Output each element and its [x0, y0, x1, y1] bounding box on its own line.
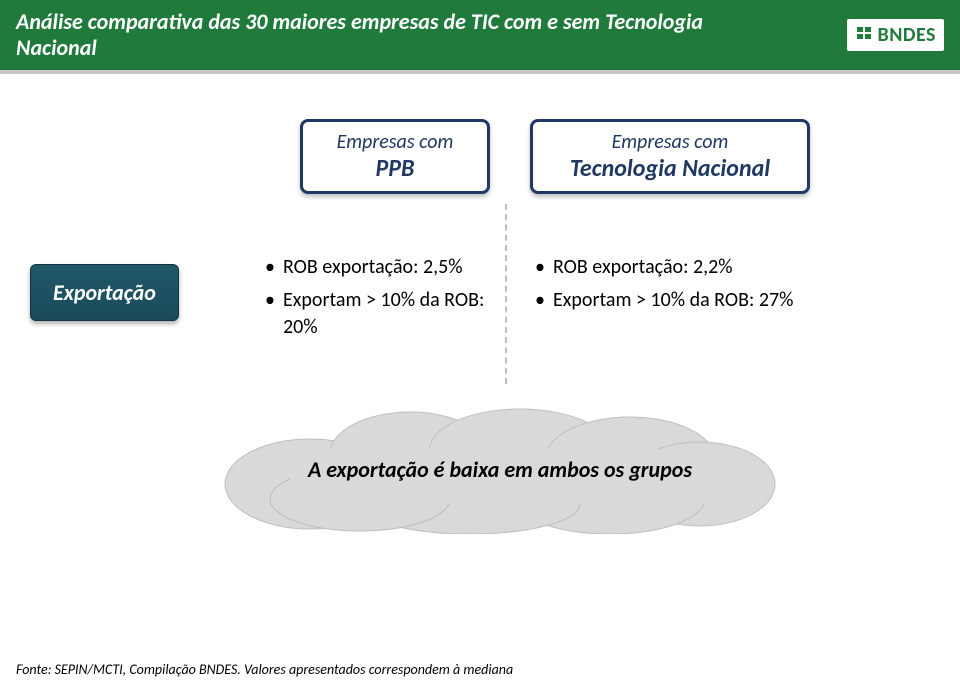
col-right-line2: Tecnologia Nacional [551, 154, 789, 183]
footnote: Fonte: SEPIN/MCTI, Compilação BNDES. Val… [16, 661, 513, 678]
col-left-line1: Empresas com [321, 130, 469, 154]
cloud-text: A exportação é baixa em ambos os grupos [220, 404, 780, 534]
bullets-left: ROB exportação: 2,5% Exportam > 10% da R… [265, 254, 495, 347]
col-right-line1: Empresas com [551, 130, 789, 154]
list-item: ROB exportação: 2,2% [535, 254, 805, 281]
logo-text: BNDES [877, 23, 936, 47]
column-divider [505, 204, 507, 384]
list-item: Exportam > 10% da ROB: 20% [265, 287, 495, 341]
callout-cloud: A exportação é baixa em ambos os grupos [220, 404, 780, 534]
slide-content: Empresas com PPB Empresas com Tecnologia… [0, 74, 960, 644]
col-left-line2: PPB [321, 154, 469, 183]
logo-mark-icon [855, 24, 873, 47]
bndes-logo: BNDES [847, 19, 944, 51]
column-header-tecnologia-nacional: Empresas com Tecnologia Nacional [530, 119, 810, 194]
list-item: ROB exportação: 2,5% [265, 254, 495, 281]
header-bar: Análise comparativa das 30 maiores empre… [0, 0, 960, 70]
bullets-right: ROB exportação: 2,2% Exportam > 10% da R… [535, 254, 805, 320]
page-title: Análise comparativa das 30 maiores empre… [16, 9, 716, 62]
row-label-exportacao: Exportação [30, 264, 179, 321]
list-item: Exportam > 10% da ROB: 27% [535, 287, 805, 314]
column-header-ppb: Empresas com PPB [300, 119, 490, 194]
